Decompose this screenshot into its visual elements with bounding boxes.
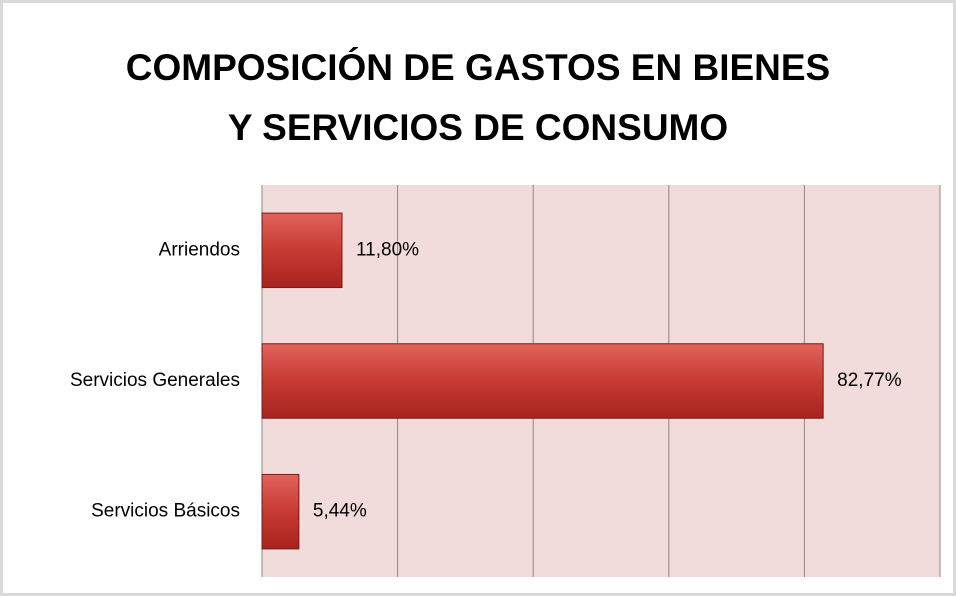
bar bbox=[261, 473, 300, 550]
data-label: 11,80% bbox=[356, 239, 419, 260]
y-tick-label: Servicios Generales bbox=[70, 370, 240, 391]
chart-title: Y SERVICIOS DE CONSUMO bbox=[228, 107, 728, 148]
bar bbox=[261, 343, 824, 419]
y-tick-label: Servicios Básicos bbox=[91, 501, 240, 522]
bar bbox=[261, 212, 343, 289]
y-tick-label: Arriendos bbox=[159, 239, 240, 260]
chart-title: COMPOSICIÓN DE GASTOS EN BIENES bbox=[126, 46, 830, 88]
data-label: 5,44% bbox=[313, 501, 367, 522]
data-label: 82,77% bbox=[837, 370, 902, 391]
